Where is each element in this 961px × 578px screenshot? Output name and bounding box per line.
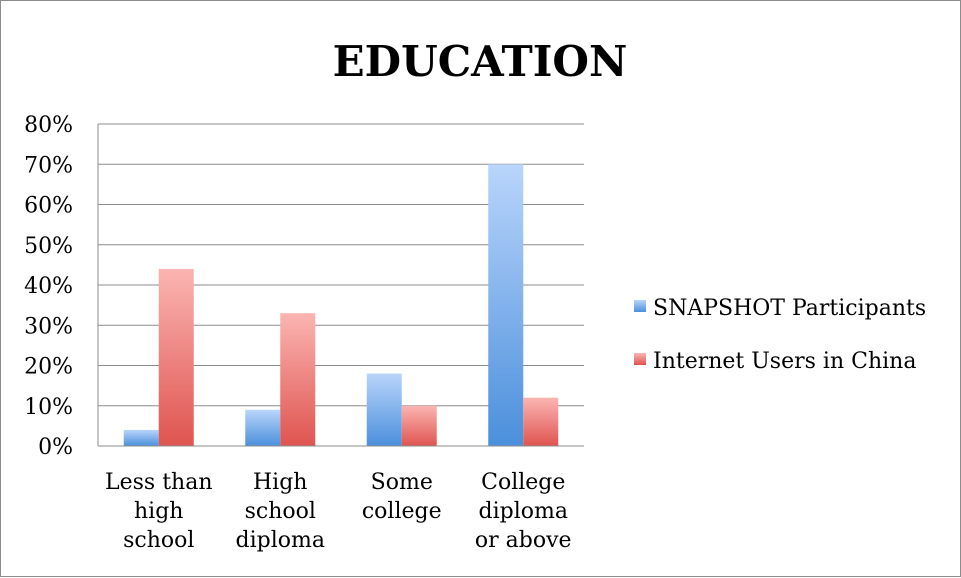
bar-snapshot-participants bbox=[366, 373, 402, 446]
x-category-label: College bbox=[481, 470, 565, 495]
bar-internet-users-china bbox=[523, 397, 559, 446]
x-category-label: school bbox=[123, 528, 194, 553]
x-category-label: high bbox=[134, 499, 183, 524]
x-category-label: school bbox=[245, 499, 316, 524]
bar-snapshot-participants bbox=[488, 164, 524, 446]
y-tick-label: 40% bbox=[24, 274, 73, 299]
y-tick-label: 60% bbox=[24, 194, 73, 219]
x-category-label: or above bbox=[475, 528, 572, 553]
y-tick-label: 80% bbox=[24, 113, 73, 138]
x-category-label: college bbox=[362, 499, 442, 524]
bar-snapshot-participants bbox=[245, 409, 281, 446]
y-tick-label: 10% bbox=[24, 395, 73, 420]
bar-internet-users-china bbox=[280, 313, 316, 446]
y-axis-ticks: 0% 10% 20% 30% 40% 50% 60% 70% 80% bbox=[24, 113, 73, 460]
y-tick-label: 0% bbox=[38, 435, 73, 460]
bar-snapshot-participants bbox=[123, 429, 159, 446]
x-category-label: Some bbox=[371, 470, 433, 495]
y-tick-label: 50% bbox=[24, 234, 73, 259]
bar-internet-users-china bbox=[158, 268, 194, 446]
x-category-label: diploma bbox=[236, 528, 325, 553]
x-category-label: diploma bbox=[479, 499, 568, 524]
axes bbox=[97, 124, 584, 447]
y-tick-label: 20% bbox=[24, 355, 73, 380]
chart-title: EDUCATION bbox=[333, 37, 628, 86]
legend-label: SNAPSHOT Participants bbox=[653, 296, 926, 321]
legend: SNAPSHOT Participants Internet Users in C… bbox=[634, 296, 926, 374]
legend-swatch bbox=[634, 353, 646, 365]
bar-internet-users-china bbox=[401, 405, 437, 446]
x-axis-categories: Less than high school High school diploma Some… bbox=[105, 470, 572, 553]
y-tick-label: 30% bbox=[24, 314, 73, 339]
bars bbox=[123, 164, 559, 446]
x-category-label: Less than bbox=[105, 470, 213, 495]
legend-label: Internet Users in China bbox=[653, 349, 916, 374]
legend-swatch bbox=[634, 300, 646, 312]
x-category-label: High bbox=[253, 470, 307, 495]
y-tick-label: 70% bbox=[24, 153, 73, 178]
